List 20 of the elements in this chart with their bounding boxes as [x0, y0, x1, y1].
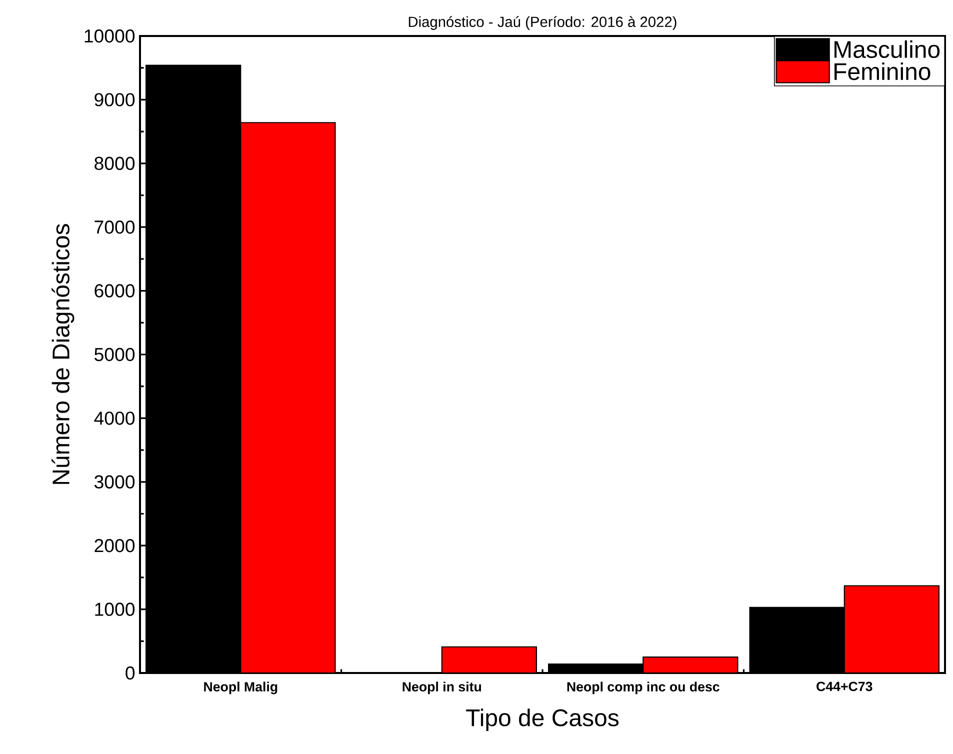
y-tick-label: 6000	[94, 284, 135, 298]
chart-title: Diagnóstico - Jaú (Período: 2016 à 2022)	[408, 16, 676, 30]
y-tick-label: 8000	[94, 156, 135, 170]
y-axis-title: Número de Diagnósticos	[52, 224, 74, 484]
legend-label: Masculino	[834, 40, 940, 58]
y-tick-label: 4000	[94, 412, 135, 425]
y-tick-label: 10000	[84, 29, 135, 43]
x-tick-label: C44+C73	[816, 682, 872, 692]
y-tick-label: 3000	[94, 475, 135, 489]
y-tick-label: 2000	[94, 538, 135, 552]
y-tick-label: 1000	[95, 602, 135, 616]
y-tick-label: 5000	[94, 348, 135, 362]
x-tick-label: Neopl Malig	[204, 682, 278, 694]
y-tick-label: 0	[126, 666, 135, 680]
x-tick-label: Neopl in situ	[402, 682, 482, 694]
y-tick-label: 7000	[94, 220, 135, 234]
legend-label: Feminino	[834, 62, 930, 80]
y-tick-label: 9000	[94, 93, 135, 106]
x-axis-title: Tipo de Casos	[466, 708, 619, 732]
x-tick-label: Neopl comp inc ou desc	[567, 682, 720, 694]
